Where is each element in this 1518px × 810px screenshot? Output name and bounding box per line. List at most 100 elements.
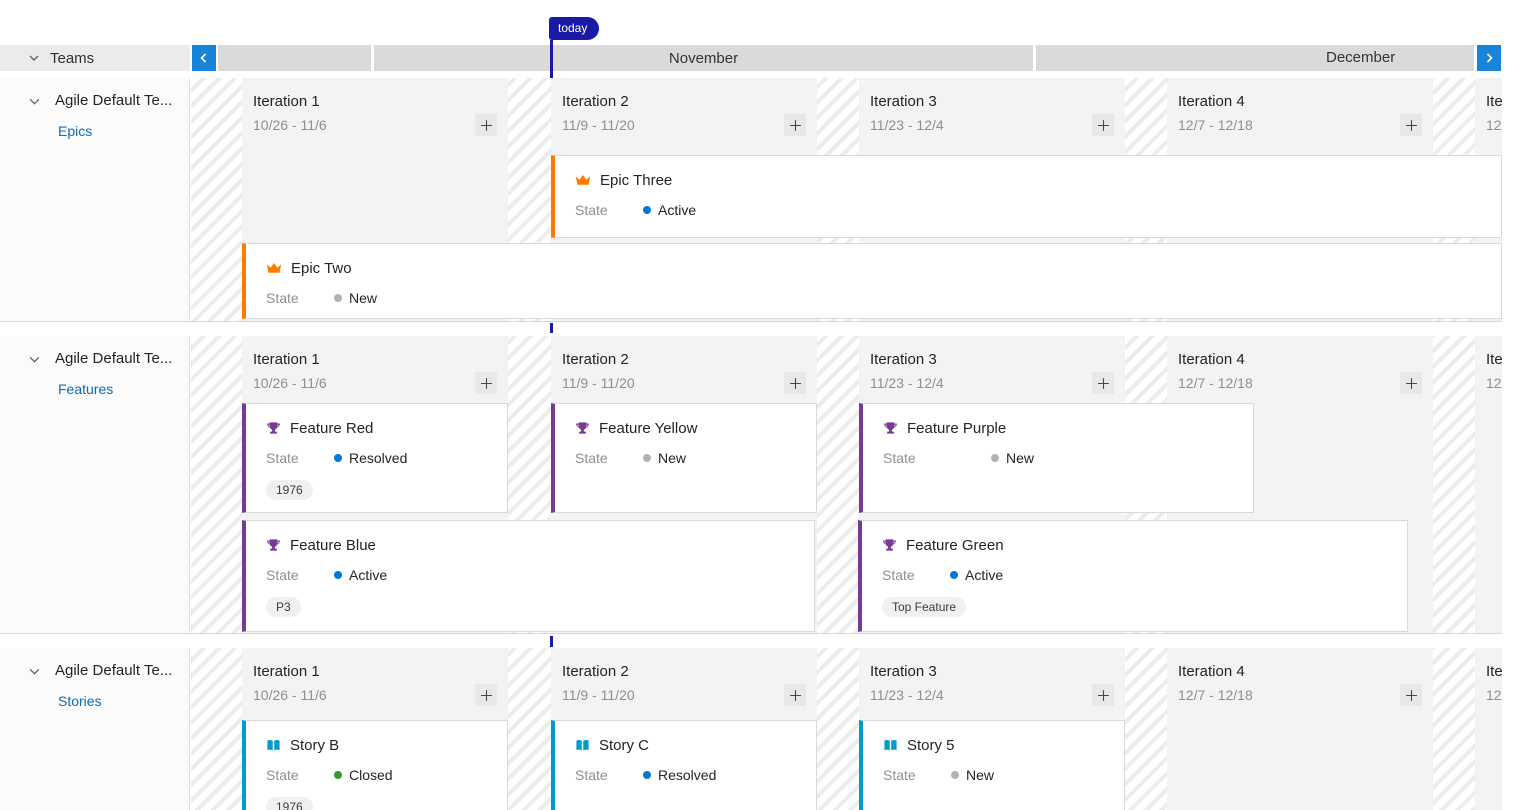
card-state-row: State Active: [882, 567, 1003, 583]
iteration-title: Ite: [1486, 351, 1502, 368]
scroll-left-button[interactable]: [192, 45, 216, 71]
state-field-label: State: [575, 767, 608, 783]
teams-label: Teams: [50, 49, 95, 67]
card-title: Story B: [290, 737, 340, 754]
card-title-row: Story B: [266, 737, 339, 754]
chevron-right-icon: [1483, 52, 1495, 64]
state-field-label: State: [575, 202, 608, 218]
feature-trophy-icon: [883, 421, 898, 436]
state-value: New: [349, 290, 378, 306]
chevron-left-icon: [198, 52, 210, 64]
state-value: New: [1006, 450, 1035, 466]
teams-header-cell[interactable]: Teams: [0, 45, 190, 71]
state-dot: [643, 206, 651, 214]
state-field-label: State: [266, 567, 299, 583]
card-state-row: State New: [883, 450, 1034, 466]
add-card-button[interactable]: [1092, 114, 1114, 136]
state-value: New: [966, 767, 995, 783]
card-epic-three[interactable]: Epic Three State Active: [551, 155, 1502, 238]
card-epic-two[interactable]: Epic Two State New: [242, 243, 1502, 319]
add-card-button[interactable]: [1092, 684, 1114, 706]
iteration-title: Iteration 1: [253, 351, 320, 368]
backlog-link-stories[interactable]: Stories: [58, 693, 102, 709]
card-title-row: Story C: [575, 737, 649, 754]
team-cell: Agile Default Te... Features: [0, 336, 190, 633]
scroll-right-button[interactable]: [1477, 45, 1501, 71]
add-card-button[interactable]: [784, 372, 806, 394]
iteration-title: Ite: [1486, 93, 1502, 110]
card-state-row: State Active: [575, 202, 696, 218]
card-title: Story C: [599, 737, 650, 754]
card-feature-green[interactable]: Feature Green State Active Top Feature: [858, 520, 1408, 632]
today-line: [550, 636, 553, 647]
backlog-link-features[interactable]: Features: [58, 381, 114, 397]
chevron-down-icon[interactable]: [28, 52, 40, 64]
card-feature-blue[interactable]: Feature Blue State Active P3: [242, 520, 815, 632]
iteration-column-5: Ite 12/: [1475, 336, 1502, 633]
state-field-label: State: [882, 567, 915, 583]
lane-epics: Agile Default Te... Epics Iteration 1 10…: [0, 78, 1502, 322]
feature-trophy-icon: [575, 421, 590, 436]
card-feature-purple[interactable]: Feature Purple State New: [859, 403, 1254, 513]
state-dot: [334, 771, 342, 779]
iteration-title: Iteration 3: [870, 351, 937, 368]
add-icon: [789, 377, 802, 390]
chevron-down-icon[interactable]: [28, 353, 41, 366]
card-title: Feature Purple: [907, 420, 1007, 437]
add-card-button[interactable]: [1400, 684, 1422, 706]
iteration-dates: 11/23 - 12/4: [870, 375, 944, 391]
card-title-row: Feature Yellow: [575, 420, 697, 437]
state-value: New: [658, 450, 687, 466]
lane-features: Agile Default Te... Features Iteration 1…: [0, 336, 1502, 634]
add-card-button[interactable]: [475, 684, 497, 706]
timeline-header: Teams November December: [0, 45, 1518, 71]
card-story-c[interactable]: Story C State Resolved: [551, 720, 817, 810]
iteration-dates: 10/26 - 11/6: [253, 117, 327, 133]
card-state-row: State Resolved: [266, 450, 407, 466]
state-dot: [334, 294, 342, 302]
add-card-button[interactable]: [1092, 372, 1114, 394]
card-title-row: Feature Red: [266, 420, 373, 437]
add-card-button[interactable]: [784, 684, 806, 706]
team-name: Agile Default Te...: [55, 92, 173, 109]
card-title-row: Feature Green: [882, 537, 1004, 554]
lane-stories: Agile Default Te... Stories Iteration 1 …: [0, 648, 1502, 810]
add-card-button[interactable]: [784, 114, 806, 136]
add-icon: [480, 689, 493, 702]
iteration-title: Iteration 4: [1178, 663, 1245, 680]
chevron-down-icon[interactable]: [28, 665, 41, 678]
card-story-b[interactable]: Story B State Closed 1976: [242, 720, 508, 810]
team-cell: Agile Default Te... Epics: [0, 78, 190, 321]
iteration-column-5: Ite 12/: [1475, 648, 1502, 810]
iteration-column-4: Iteration 4 12/7 - 12/18: [1167, 648, 1433, 810]
card-feature-red[interactable]: Feature Red State Resolved 1976: [242, 403, 508, 513]
add-card-button[interactable]: [475, 372, 497, 394]
state-value: Resolved: [349, 450, 408, 466]
add-card-button[interactable]: [1400, 114, 1422, 136]
card-title: Epic Two: [291, 260, 352, 277]
add-card-button[interactable]: [475, 114, 497, 136]
card-title: Story 5: [907, 737, 955, 754]
feature-trophy-icon: [266, 421, 281, 436]
month-band-november: November: [374, 45, 1033, 71]
iteration-dates: 12/7 - 12/18: [1178, 375, 1253, 391]
iteration-dates: 11/9 - 11/20: [562, 117, 635, 133]
tag-pill: 1976: [266, 797, 313, 810]
iteration-title: Iteration 3: [870, 663, 937, 680]
card-story-5[interactable]: Story 5 State New: [859, 720, 1125, 810]
add-icon: [1097, 689, 1110, 702]
state-field-label: State: [266, 767, 299, 783]
add-card-button[interactable]: [1400, 372, 1422, 394]
card-state-row: State Closed: [266, 767, 393, 783]
state-dot: [950, 571, 958, 579]
timeline-area: Iteration 1 10/26 - 11/6 Iteration 2 11/…: [191, 648, 1502, 810]
iteration-title: Iteration 1: [253, 663, 320, 680]
iteration-dates: 12/7 - 12/18: [1178, 687, 1253, 703]
card-feature-yellow[interactable]: Feature Yellow State New: [551, 403, 817, 513]
card-title: Feature Green: [906, 537, 1004, 554]
chevron-down-icon[interactable]: [28, 95, 41, 108]
backlog-link-epics[interactable]: Epics: [58, 123, 93, 139]
state-dot: [643, 454, 651, 462]
card-title: Feature Red: [290, 420, 374, 437]
